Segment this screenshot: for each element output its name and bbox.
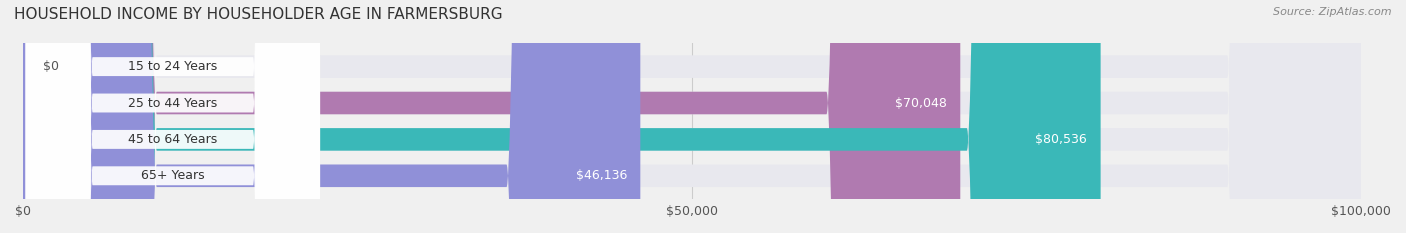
Text: 15 to 24 Years: 15 to 24 Years bbox=[128, 60, 218, 73]
Text: HOUSEHOLD INCOME BY HOUSEHOLDER AGE IN FARMERSBURG: HOUSEHOLD INCOME BY HOUSEHOLDER AGE IN F… bbox=[14, 7, 503, 22]
FancyBboxPatch shape bbox=[22, 0, 960, 233]
FancyBboxPatch shape bbox=[22, 0, 1101, 233]
FancyBboxPatch shape bbox=[25, 0, 321, 233]
FancyBboxPatch shape bbox=[25, 0, 321, 233]
Text: $0: $0 bbox=[44, 60, 59, 73]
Text: $80,536: $80,536 bbox=[1035, 133, 1087, 146]
Text: $70,048: $70,048 bbox=[896, 96, 946, 110]
FancyBboxPatch shape bbox=[25, 0, 321, 233]
Text: $46,136: $46,136 bbox=[575, 169, 627, 182]
FancyBboxPatch shape bbox=[22, 0, 1361, 233]
Text: Source: ZipAtlas.com: Source: ZipAtlas.com bbox=[1274, 7, 1392, 17]
FancyBboxPatch shape bbox=[25, 0, 321, 233]
FancyBboxPatch shape bbox=[22, 0, 1361, 233]
Text: 45 to 64 Years: 45 to 64 Years bbox=[128, 133, 218, 146]
Text: 25 to 44 Years: 25 to 44 Years bbox=[128, 96, 218, 110]
FancyBboxPatch shape bbox=[22, 0, 640, 233]
FancyBboxPatch shape bbox=[22, 0, 1361, 233]
FancyBboxPatch shape bbox=[22, 0, 1361, 233]
Text: 65+ Years: 65+ Years bbox=[141, 169, 205, 182]
